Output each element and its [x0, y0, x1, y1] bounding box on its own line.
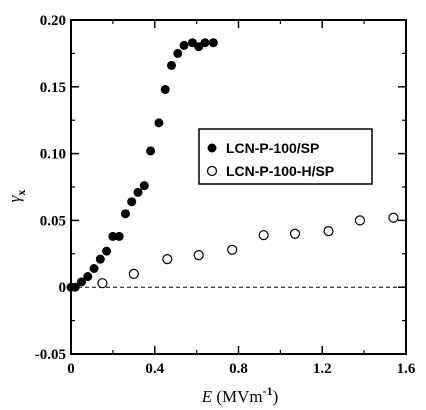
data-point-filled	[95, 254, 105, 264]
data-point-filled	[173, 48, 183, 58]
legend-marker-filled	[207, 143, 217, 153]
data-point-open	[388, 212, 399, 223]
y-tick-label: 0.10	[40, 147, 66, 163]
data-point-filled	[146, 146, 156, 156]
data-point-filled	[200, 38, 210, 48]
data-point-filled	[167, 60, 176, 70]
data-point-filled	[102, 246, 112, 256]
data-point-open	[289, 228, 301, 239]
data-point-filled	[83, 272, 93, 282]
data-point-open	[227, 244, 238, 255]
data-point-filled	[133, 187, 143, 197]
data-point-filled	[120, 209, 130, 219]
data-point-open	[162, 254, 173, 265]
data-point-filled	[70, 282, 80, 292]
x-tick-label: 1.2	[313, 361, 332, 377]
data-point-filled	[179, 40, 189, 50]
data-point-open	[354, 215, 366, 226]
data-points	[66, 38, 399, 292]
x-tick-label: 0.4	[145, 361, 164, 377]
legend-label-series-1: LCN-P-100/SP	[226, 140, 319, 156]
plot-frame	[70, 19, 407, 355]
data-point-open	[97, 278, 108, 289]
legend-label-series-2: LCN-P-100-H/SP	[226, 163, 334, 179]
data-point-open	[258, 229, 269, 241]
data-point-open	[128, 268, 139, 279]
data-point-filled	[114, 231, 124, 241]
data-point-filled	[208, 38, 218, 48]
x-tick-label: 0	[67, 361, 75, 377]
legend-box	[198, 128, 373, 185]
y-tick-label: 0	[59, 280, 67, 296]
y-tick-label: 0.05	[40, 213, 66, 229]
data-point-open	[323, 225, 334, 237]
x-tick-label: 1.6	[397, 361, 416, 377]
data-point-filled	[76, 277, 86, 287]
x-tick-label: 0.8	[229, 361, 248, 377]
y-tick-label: 0.20	[40, 13, 66, 29]
legend-marker-open	[206, 165, 218, 177]
data-point-filled	[127, 197, 137, 207]
data-point-filled	[154, 118, 164, 128]
y-axis-title: γx	[5, 190, 28, 203]
data-point-filled	[139, 181, 149, 191]
y-tick-label: -0.05	[35, 347, 66, 363]
data-point-open	[193, 250, 204, 261]
y-tick-label: 0.15	[40, 80, 66, 96]
x-axis-title: E (MVm-1)	[201, 384, 279, 406]
legend: LCN-P-100/SP LCN-P-100-H/SP	[198, 128, 373, 185]
data-point-filled	[89, 263, 99, 273]
axis-ticks	[70, 19, 407, 355]
data-point-filled	[160, 84, 170, 94]
data-point-filled	[108, 231, 118, 241]
